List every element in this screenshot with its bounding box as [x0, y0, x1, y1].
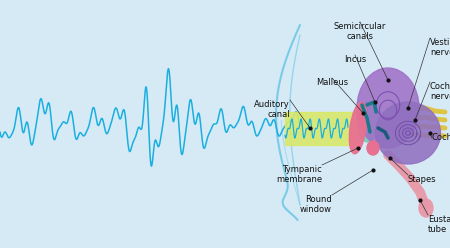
Text: Stapes: Stapes: [408, 175, 436, 184]
Text: Tympanic
membrane: Tympanic membrane: [276, 165, 322, 185]
Text: Vestibular
nerve: Vestibular nerve: [430, 38, 450, 57]
Text: Semicircular
canals: Semicircular canals: [334, 22, 386, 41]
Text: Auditory
canal: Auditory canal: [254, 100, 290, 119]
Text: Incus: Incus: [344, 55, 366, 64]
Text: Round
window: Round window: [300, 195, 332, 215]
Ellipse shape: [419, 199, 433, 217]
Ellipse shape: [375, 102, 441, 164]
Text: Eustachian
tube: Eustachian tube: [428, 215, 450, 234]
Ellipse shape: [357, 68, 419, 148]
Ellipse shape: [357, 102, 379, 142]
Polygon shape: [285, 112, 358, 145]
Ellipse shape: [367, 141, 379, 155]
Text: Cochlea: Cochlea: [432, 133, 450, 143]
Ellipse shape: [349, 102, 367, 154]
Text: Malleus: Malleus: [316, 78, 348, 87]
Text: Cochlea
nerve: Cochlea nerve: [430, 82, 450, 101]
